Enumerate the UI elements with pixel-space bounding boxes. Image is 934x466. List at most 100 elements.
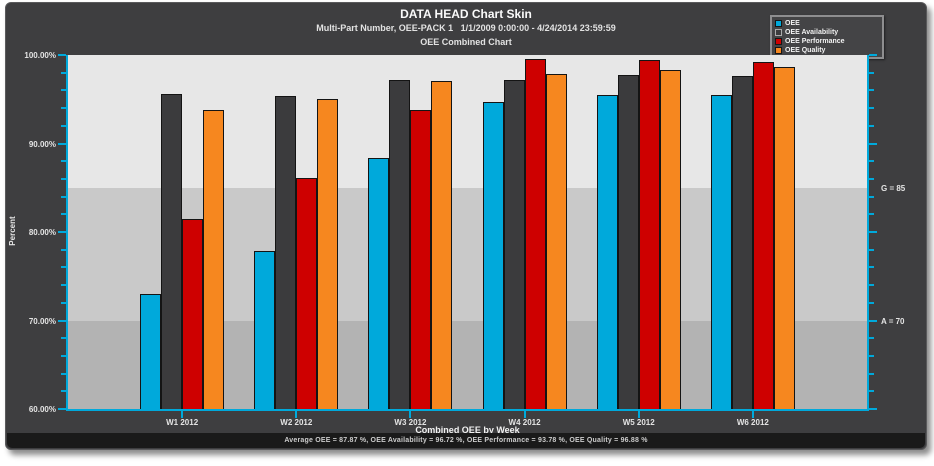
x-axis-line xyxy=(66,409,869,411)
bar-oee-quality-w5-2012[interactable] xyxy=(659,70,681,409)
y-axis-line xyxy=(66,55,68,411)
summary-text: Average OEE = 87.87 %, OEE Availability … xyxy=(284,437,648,444)
bar-oee-performance-w4-2012[interactable] xyxy=(524,58,546,409)
right-axis-tick xyxy=(869,266,874,269)
bar-oee-w1-2012[interactable] xyxy=(140,293,162,409)
right-axis-tick xyxy=(869,71,874,74)
bar-oee-availability-w5-2012[interactable] xyxy=(617,75,639,409)
x-axis-tick xyxy=(409,411,412,418)
right-axis-tick xyxy=(869,319,877,322)
right-axis-tick xyxy=(869,54,877,56)
summary-bar: Average OEE = 87.87 %, OEE Availability … xyxy=(7,433,925,448)
right-axis-tick xyxy=(869,284,874,287)
legend-swatch xyxy=(775,46,782,54)
y-axis-tick xyxy=(61,160,66,163)
y-axis-tick xyxy=(61,107,66,110)
x-tick-label: W6 2012 xyxy=(736,418,769,427)
bar-oee-availability-w2-2012[interactable] xyxy=(275,95,297,409)
chart-header: DATA HEAD Chart Skin Multi-Part Number, … xyxy=(6,7,926,47)
bar-oee-quality-w1-2012[interactable] xyxy=(203,109,225,409)
y-tick-label: 60.00% xyxy=(28,405,56,414)
bar-oee-w5-2012[interactable] xyxy=(596,94,618,409)
y-axis-tick xyxy=(58,408,66,410)
bar-oee-quality-w6-2012[interactable] xyxy=(773,67,795,409)
bar-oee-availability-w3-2012[interactable] xyxy=(389,79,411,409)
x-axis-tick xyxy=(295,411,298,418)
bar-oee-performance-w5-2012[interactable] xyxy=(638,60,660,409)
legend-item-label: OEE Availability xyxy=(785,28,839,36)
bar-oee-w4-2012[interactable] xyxy=(482,101,504,409)
y-axis-tick xyxy=(61,177,66,180)
y-axis-tick xyxy=(58,231,66,233)
y-axis-tick xyxy=(58,142,66,145)
x-axis-tick xyxy=(523,411,526,418)
x-axis-title: Combined OEE by Week xyxy=(415,425,520,435)
legend-swatch xyxy=(775,28,782,36)
y-axis-tick xyxy=(61,266,66,269)
y-axis-tick xyxy=(61,71,66,74)
y-axis-tick xyxy=(61,284,66,287)
x-tick-label: W5 2012 xyxy=(622,418,655,427)
plot-area: Combined OEE by Week 100.00% 90.00% 80.00%… xyxy=(24,51,905,435)
right-axis-label: A = 70 xyxy=(881,316,905,326)
y-axis-tick xyxy=(61,390,66,393)
y-axis-tick xyxy=(61,248,66,251)
right-axis-tick xyxy=(869,354,874,357)
y-axis-tick xyxy=(58,54,66,56)
x-axis-tick xyxy=(751,411,754,418)
x-tick-label: W1 2012 xyxy=(166,418,199,427)
right-axis-tick xyxy=(869,195,874,198)
x-axis-tick xyxy=(637,411,640,418)
chart-title: DATA HEAD Chart Skin xyxy=(400,7,532,21)
right-axis-tick xyxy=(869,177,874,180)
legend-item[interactable]: OEE Quality xyxy=(775,46,879,54)
legend-swatch xyxy=(775,37,782,45)
bar-oee-availability-w6-2012[interactable] xyxy=(731,76,753,409)
bar-oee-w2-2012[interactable] xyxy=(254,251,276,409)
x-tick-label: W4 2012 xyxy=(508,418,541,427)
right-axis-tick xyxy=(869,107,874,110)
y-axis-tick xyxy=(61,372,66,375)
right-axis-tick xyxy=(869,337,874,340)
right-axis-tick xyxy=(869,142,877,145)
x-axis-tick xyxy=(181,411,184,418)
x-tick-label: W3 2012 xyxy=(394,418,427,427)
bar-oee-w6-2012[interactable] xyxy=(710,94,732,409)
bar-oee-performance-w6-2012[interactable] xyxy=(752,62,774,409)
bar-oee-quality-w3-2012[interactable] xyxy=(431,80,453,409)
bar-oee-availability-w1-2012[interactable] xyxy=(161,93,183,409)
bar-oee-performance-w2-2012[interactable] xyxy=(296,178,318,409)
y-axis-tick xyxy=(61,213,66,216)
y-axis-tick xyxy=(58,319,66,322)
bar-oee-quality-w2-2012[interactable] xyxy=(317,99,339,409)
right-axis-tick xyxy=(869,248,874,251)
right-axis-tick xyxy=(869,124,874,127)
right-axis-tick xyxy=(869,160,874,163)
y-axis-tick xyxy=(61,195,66,198)
right-axis-tick xyxy=(869,231,877,233)
chart-subtitle: Multi-Part Number, OEE-PACK 1 1/1/2009 0… xyxy=(316,23,616,33)
right-axis-tick xyxy=(869,301,874,304)
right-axis-tick xyxy=(869,89,874,92)
y-axis-tick xyxy=(61,301,66,304)
right-axis-tick xyxy=(869,213,874,216)
legend-swatch xyxy=(775,19,782,27)
legend-item-label: OEE xyxy=(785,19,800,27)
bar-oee-performance-w3-2012[interactable] xyxy=(410,109,432,409)
legend-item[interactable]: OEE Availability xyxy=(775,28,879,36)
y-tick-label: 100.00% xyxy=(24,51,56,60)
y-tick-label: 70.00% xyxy=(28,316,56,326)
bar-oee-w3-2012[interactable] xyxy=(368,157,390,409)
legend-item-label: OEE Quality xyxy=(785,46,826,54)
legend-item-label: OEE Performance xyxy=(785,37,845,45)
legend-item[interactable]: OEE xyxy=(775,19,879,27)
right-axis-tick xyxy=(869,372,874,375)
legend-item[interactable]: OEE Performance xyxy=(775,37,879,45)
bar-oee-performance-w1-2012[interactable] xyxy=(182,218,204,409)
x-tick-label: W2 2012 xyxy=(280,418,313,427)
y-axis-tick xyxy=(61,124,66,127)
bar-oee-quality-w4-2012[interactable] xyxy=(545,74,567,409)
bar-oee-availability-w4-2012[interactable] xyxy=(503,79,525,409)
chart-panel: DATA HEAD Chart Skin Multi-Part Number, … xyxy=(5,2,927,450)
